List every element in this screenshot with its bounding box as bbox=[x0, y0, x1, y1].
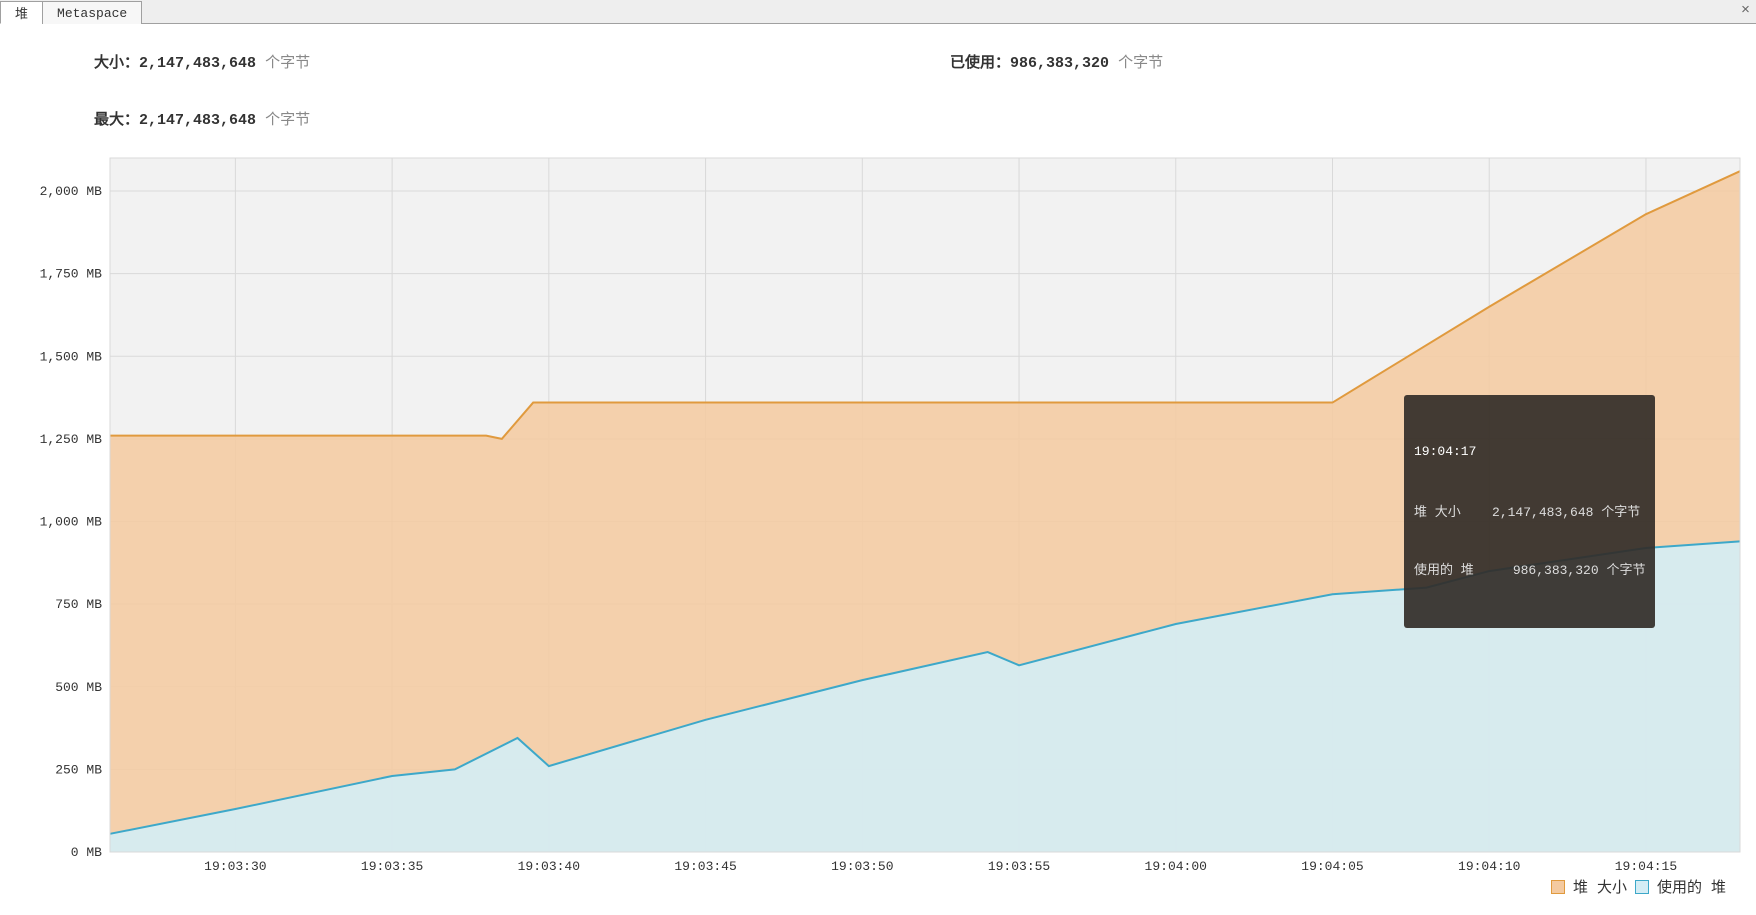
svg-text:750 MB: 750 MB bbox=[55, 597, 102, 612]
chart-tooltip: 19:04:17 堆 大小 2,147,483,648 个字节 使用的 堆 98… bbox=[1404, 395, 1655, 628]
tooltip-time: 19:04:17 bbox=[1414, 442, 1645, 462]
tooltip-row-0: 堆 大小 2,147,483,648 个字节 bbox=[1414, 503, 1645, 523]
svg-text:1,750 MB: 1,750 MB bbox=[40, 267, 103, 282]
used-line: 已使用：986,383,320 个字节 bbox=[878, 34, 1734, 89]
legend-label-used-heap: 使用的 堆 bbox=[1657, 876, 1726, 897]
size-value: 2,147,483,648 bbox=[139, 55, 256, 72]
svg-text:500 MB: 500 MB bbox=[55, 680, 102, 695]
tab-heap[interactable]: 堆 bbox=[0, 1, 43, 24]
tab-metaspace[interactable]: Metaspace bbox=[42, 1, 142, 24]
size-unit: 个字节 bbox=[256, 55, 310, 72]
svg-text:19:04:15: 19:04:15 bbox=[1615, 859, 1677, 872]
size-label: 大小： bbox=[94, 55, 139, 72]
tooltip-row0-label: 堆 大小 bbox=[1414, 505, 1461, 520]
max-line: 最大：2,147,483,648 个字节 bbox=[22, 91, 878, 146]
legend-label-heap-size: 堆 大小 bbox=[1573, 876, 1627, 897]
tooltip-row1-value: 986,383,320 bbox=[1513, 563, 1599, 578]
svg-text:0 MB: 0 MB bbox=[71, 845, 102, 860]
tooltip-row1-unit: 个字节 bbox=[1599, 563, 1646, 578]
summary-row: 大小：2,147,483,648 个字节 最大：2,147,483,648 个字… bbox=[0, 24, 1756, 148]
svg-text:19:03:55: 19:03:55 bbox=[988, 859, 1050, 872]
tooltip-row1-label: 使用的 堆 bbox=[1414, 563, 1474, 578]
svg-text:19:03:40: 19:03:40 bbox=[518, 859, 580, 872]
tab-bar: 堆 Metaspace × bbox=[0, 0, 1756, 24]
svg-text:2,000 MB: 2,000 MB bbox=[40, 184, 103, 199]
used-label: 已使用： bbox=[950, 55, 1010, 72]
close-icon[interactable]: × bbox=[1741, 2, 1750, 19]
max-unit: 个字节 bbox=[256, 112, 310, 129]
svg-text:19:03:35: 19:03:35 bbox=[361, 859, 423, 872]
app-root: 堆 Metaspace × 大小：2,147,483,648 个字节 最大：2,… bbox=[0, 0, 1756, 903]
svg-text:19:03:30: 19:03:30 bbox=[204, 859, 266, 872]
svg-text:250 MB: 250 MB bbox=[55, 762, 102, 777]
legend-swatch-heap-size bbox=[1551, 880, 1565, 894]
used-unit: 个字节 bbox=[1109, 55, 1163, 72]
svg-text:19:04:00: 19:04:00 bbox=[1145, 859, 1207, 872]
svg-text:1,250 MB: 1,250 MB bbox=[40, 432, 103, 447]
tooltip-row0-value: 2,147,483,648 bbox=[1492, 505, 1593, 520]
legend: 堆 大小 使用的 堆 bbox=[0, 872, 1756, 903]
svg-text:1,500 MB: 1,500 MB bbox=[40, 349, 103, 364]
used-value: 986,383,320 bbox=[1010, 55, 1109, 72]
svg-text:19:04:10: 19:04:10 bbox=[1458, 859, 1520, 872]
tooltip-row0-unit: 个字节 bbox=[1593, 505, 1640, 520]
svg-text:1,000 MB: 1,000 MB bbox=[40, 515, 103, 530]
max-label: 最大： bbox=[94, 112, 139, 129]
svg-text:19:03:45: 19:03:45 bbox=[674, 859, 736, 872]
summary-left: 大小：2,147,483,648 个字节 最大：2,147,483,648 个字… bbox=[22, 34, 878, 148]
svg-text:19:03:50: 19:03:50 bbox=[831, 859, 893, 872]
size-line: 大小：2,147,483,648 个字节 bbox=[22, 34, 878, 89]
legend-swatch-used-heap bbox=[1635, 880, 1649, 894]
svg-text:19:04:05: 19:04:05 bbox=[1301, 859, 1363, 872]
summary-right: 已使用：986,383,320 个字节 bbox=[878, 34, 1734, 148]
max-value: 2,147,483,648 bbox=[139, 112, 256, 129]
tooltip-row-1: 使用的 堆 986,383,320 个字节 bbox=[1414, 561, 1645, 581]
